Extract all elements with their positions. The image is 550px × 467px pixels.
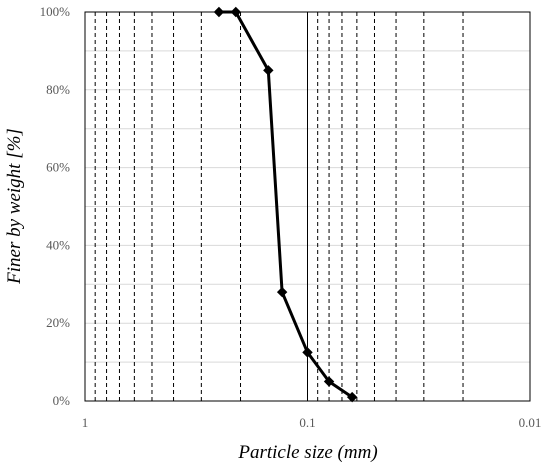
x-tick-label: 0.01 xyxy=(519,415,542,430)
y-tick-label: 40% xyxy=(46,237,70,252)
data-point-marker xyxy=(263,65,274,76)
x-tick-labels: 1 0.1 0.01 xyxy=(82,415,542,430)
x-axis-title: Particle size (mm) xyxy=(237,442,377,463)
y-axis-title: Finer by weight [%] xyxy=(4,128,25,285)
x-tick-label: 0.1 xyxy=(299,415,315,430)
y-tick-label: 80% xyxy=(46,82,70,97)
data-point-marker xyxy=(323,376,335,387)
series-line xyxy=(219,10,353,399)
data-point-marker xyxy=(302,347,313,358)
y-tick-labels: 0% 20% 40% 60% 80% 100% xyxy=(40,4,71,408)
y-tick-label: 100% xyxy=(40,4,71,19)
data-point-marker xyxy=(276,286,288,298)
y-tick-label: 60% xyxy=(46,160,70,175)
y-tick-label: 0% xyxy=(53,393,71,408)
data-point-marker xyxy=(230,6,242,18)
plot-frame xyxy=(84,11,531,402)
x-tick-label: 1 xyxy=(82,415,89,430)
data-series xyxy=(213,6,358,403)
data-point-marker xyxy=(346,391,358,403)
data-point-marker xyxy=(213,6,225,18)
y-tick-label: 20% xyxy=(46,315,70,330)
